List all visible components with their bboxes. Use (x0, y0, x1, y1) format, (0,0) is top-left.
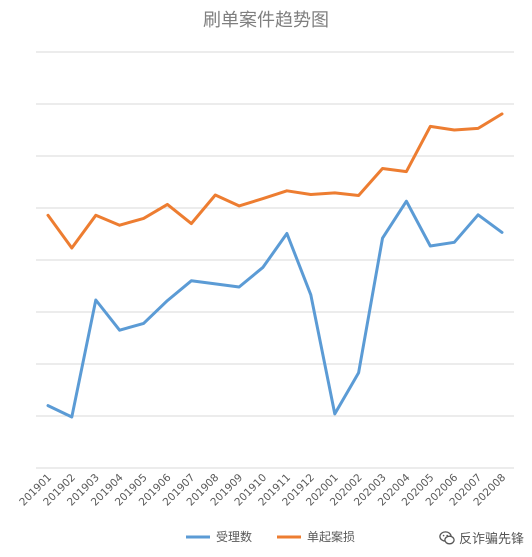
x-axis-ticks: 2019012019022019032019042019052019062019… (17, 471, 508, 508)
chart-title: 刷单案件趋势图 (203, 10, 329, 31)
series-line-1 (46, 199, 504, 419)
series-layer (46, 112, 504, 419)
series-line-2 (46, 112, 504, 250)
legend-label-1: 受理数 (216, 529, 252, 544)
watermark-text: 反诈骗先锋 (458, 532, 524, 547)
legend-label-2: 单起案损 (307, 529, 355, 544)
legend: 受理数 单起案损 (186, 529, 355, 544)
wechat-chat-icon (439, 530, 455, 544)
watermark: 反诈骗先锋 (439, 528, 524, 547)
gridlines (36, 51, 514, 469)
